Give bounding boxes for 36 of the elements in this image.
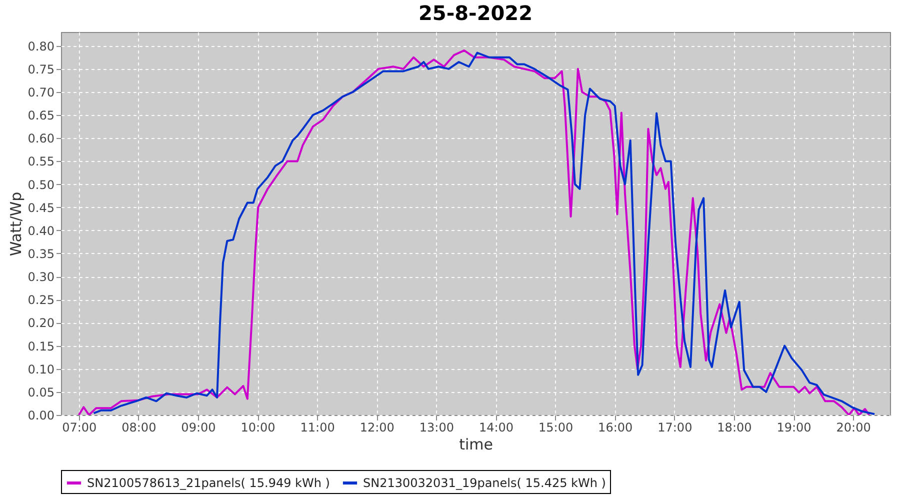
y-tick-label: 0.80 — [28, 39, 54, 54]
x-tick-label: 12:00 — [360, 420, 394, 434]
x-tick-label: 07:00 — [62, 420, 97, 434]
y-tick-label: 0.60 — [28, 132, 54, 146]
y-tick-label: 0.40 — [28, 224, 54, 238]
y-tick-label: 0.30 — [28, 270, 54, 284]
y-tick-label: 0.10 — [28, 362, 54, 376]
legend-label: SN2100578613_21panels( 15.949 kWh ) — [87, 476, 330, 490]
y-tick-label: 0.00 — [28, 408, 54, 422]
y-tick-label: 0.50 — [28, 178, 54, 192]
x-tick-label: 18:00 — [717, 420, 752, 434]
y-tick-label: 0.05 — [28, 385, 54, 400]
y-tick-label: 0.75 — [28, 62, 54, 76]
x-tick-label: 13:00 — [419, 420, 454, 434]
x-axis-title: time — [459, 436, 493, 454]
y-axis-title: Watt/Wp — [6, 192, 25, 256]
y-tick-label: 0.15 — [28, 339, 54, 354]
y-tick-label: 0.55 — [28, 154, 54, 169]
y-tick-label: 0.25 — [28, 293, 54, 308]
x-tick-label: 19:00 — [776, 420, 812, 434]
y-tick-label: 0.70 — [28, 85, 54, 100]
y-tick-label: 0.35 — [28, 246, 54, 261]
x-tick-label: 11:00 — [300, 420, 335, 434]
y-tick-label: 0.45 — [28, 200, 54, 215]
y-tick-label: 0.20 — [28, 316, 54, 330]
x-tick-label: 16:00 — [598, 420, 633, 434]
x-tick-label: 15:00 — [538, 420, 574, 434]
x-tick-label: 17:00 — [658, 420, 692, 434]
chart-title: 25-8-2022 — [418, 1, 533, 25]
x-tick-label: 10:00 — [240, 420, 276, 434]
legend-label: SN2130032031_19panels( 15.425 kWh ) — [363, 476, 606, 490]
x-tick-label: 20:00 — [836, 420, 871, 434]
x-tick-label: 14:00 — [478, 420, 514, 434]
x-tick-label: 08:00 — [122, 420, 156, 434]
x-tick-label: 09:00 — [181, 420, 216, 434]
y-tick-label: 0.65 — [28, 108, 54, 123]
